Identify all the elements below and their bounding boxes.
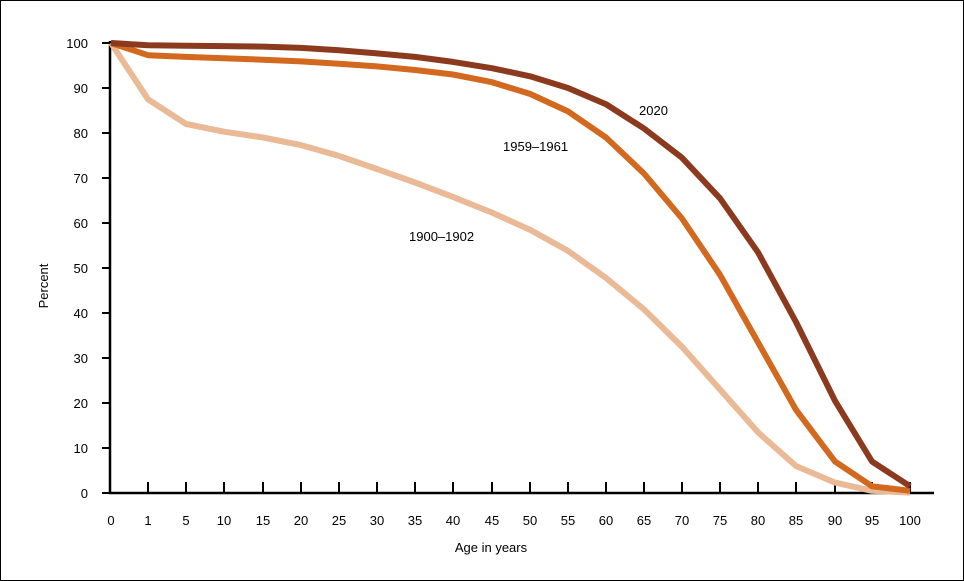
- x-tick-label: 15: [256, 513, 270, 528]
- x-tick-label: 95: [865, 513, 879, 528]
- x-tick-label: 55: [561, 513, 575, 528]
- series-label-1959-1961: 1959–1961: [503, 139, 568, 154]
- x-tick-label: 35: [408, 513, 422, 528]
- x-tick-label: 0: [107, 513, 114, 528]
- series-line-2020: [110, 40, 912, 489]
- x-tick-label: 30: [370, 513, 384, 528]
- x-tick-label: 65: [637, 513, 651, 528]
- y-tick-label: 0: [81, 486, 88, 501]
- x-tick-label: 45: [485, 513, 499, 528]
- y-tick-label: 20: [74, 396, 88, 411]
- x-tick-label: 70: [675, 513, 689, 528]
- series-lines: [108, 40, 912, 496]
- x-tick-label: 50: [523, 513, 537, 528]
- y-ticks: 0 10 20 30 40 50 60 70 80 90 100: [66, 36, 110, 501]
- x-tick-label: 10: [217, 513, 231, 528]
- x-tick-label: 80: [751, 513, 765, 528]
- series-line-1959-1961: [110, 40, 911, 494]
- y-tick-label: 90: [74, 81, 88, 96]
- y-tick-label: 40: [74, 306, 88, 321]
- x-tick-label: 85: [789, 513, 803, 528]
- x-tick-label: 75: [713, 513, 727, 528]
- series-label-1900-1902: 1900–1902: [409, 229, 474, 244]
- y-tick-label: 50: [74, 261, 88, 276]
- series-line-1900-1902: [108, 41, 911, 496]
- y-axis-title: Percent: [36, 263, 51, 308]
- x-axis-title: Age in years: [455, 540, 528, 555]
- y-tick-label: 60: [74, 216, 88, 231]
- y-tick-label: 30: [74, 351, 88, 366]
- series-labels: 2020 1959–1961 1900–1902: [409, 103, 668, 244]
- x-tick-label: 60: [599, 513, 613, 528]
- x-tick-label: 1: [144, 513, 151, 528]
- y-tick-label: 80: [74, 126, 88, 141]
- x-tick-label: 25: [332, 513, 346, 528]
- x-tick-label: 40: [446, 513, 460, 528]
- x-tick-label: 100: [899, 513, 921, 528]
- series-label-2020: 2020: [639, 103, 668, 118]
- y-tick-label: 10: [74, 441, 88, 456]
- y-tick-label: 100: [66, 36, 88, 51]
- y-tick-label: 70: [74, 171, 88, 186]
- x-tick-label: 5: [182, 513, 189, 528]
- x-tick-label: 20: [294, 513, 308, 528]
- x-tick-label: 90: [828, 513, 842, 528]
- x-ticks: 0 1 5 10 15 20 25 30 35 40 45 50 55 60 65 70 75 80 85 90 95 1…: [107, 482, 921, 528]
